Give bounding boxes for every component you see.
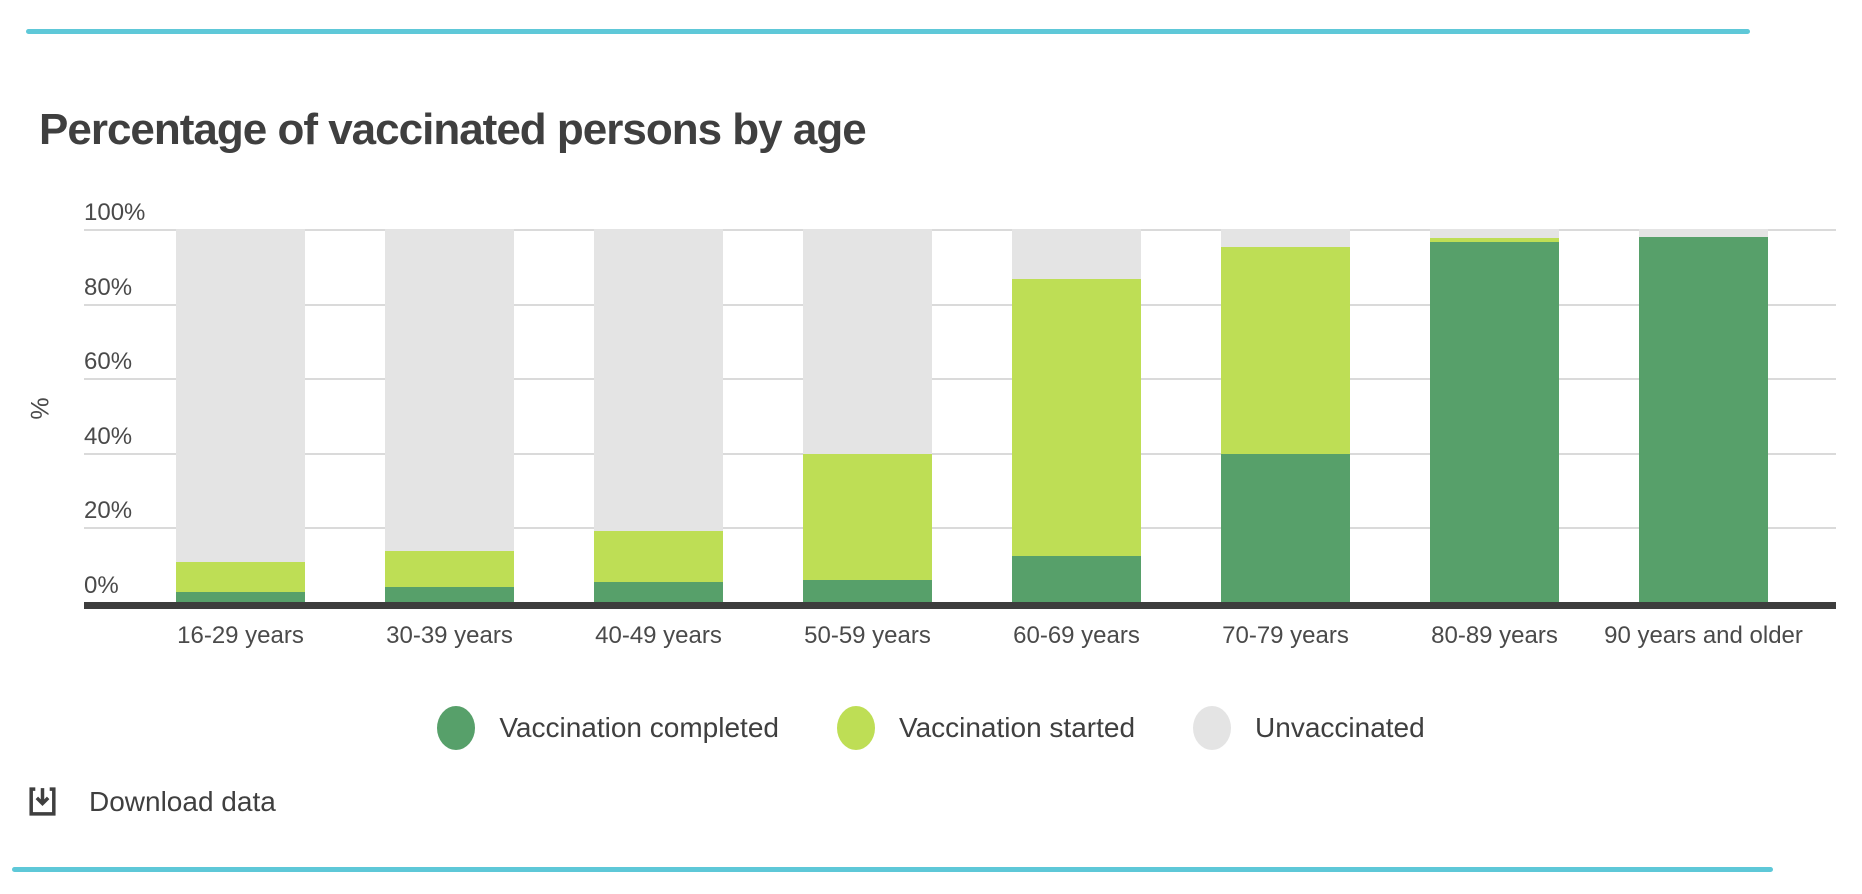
top-accent-rule [26,29,1750,34]
legend-label: Vaccination completed [499,712,779,743]
bar-segment-vaccination-completed[interactable] [594,582,723,602]
bar-80-89-years [1430,229,1559,602]
legend-item-vaccination-started[interactable]: Vaccination started [836,706,1136,750]
y-tick-label: 60% [84,348,133,376]
bar-30-39-years [385,229,514,602]
gridline-60 [84,378,1836,381]
bar-segment-unvaccinated[interactable] [594,229,723,532]
legend-item-vaccination-completed[interactable]: Vaccination completed [437,706,779,750]
y-tick-label: 100% [84,199,146,226]
legend-item-unvaccinated[interactable]: Unvaccinated [1193,706,1425,750]
completed-swatch-icon [437,706,476,750]
chart-legend: Vaccination completed Vaccination starte… [0,706,1862,750]
x-tick-label: 50-59 years [804,622,931,649]
x-tick-label: 40-49 years [595,622,722,649]
gridline-100 [84,229,1836,231]
x-tick-label: 90 years and older [1604,622,1803,649]
gridline-40 [84,452,1836,455]
y-tick-label: 20% [84,497,133,525]
bar-16-29-years [176,229,305,602]
x-tick-label: 16-29 years [177,622,304,649]
bar-segment-vaccination-started[interactable] [1012,279,1141,556]
y-tick-label: 80% [84,273,133,301]
bar-segment-vaccination-completed[interactable] [1639,237,1768,602]
bottom-accent-rule [12,867,1773,872]
bar-segment-unvaccinated[interactable] [1221,229,1350,247]
bar-segment-vaccination-completed[interactable] [385,587,514,602]
bar-segment-vaccination-started[interactable] [176,562,305,592]
bar-segment-unvaccinated[interactable] [176,229,305,563]
bar-90-years-and-older [1639,229,1768,602]
bar-segment-unvaccinated[interactable] [803,229,932,454]
bar-segment-vaccination-completed[interactable] [803,580,932,602]
x-tick-label: 30-39 years [386,622,513,649]
x-tick-label: 80-89 years [1431,622,1558,649]
chart-title: Percentage of vaccinated persons by age [39,105,867,155]
y-tick-label: 40% [84,422,133,450]
gridline-80 [84,303,1836,306]
bar-segment-unvaccinated[interactable] [1012,229,1141,280]
bar-70-79-years [1221,229,1350,602]
x-axis-line [84,602,1836,609]
download-icon [29,787,56,816]
x-tick-label: 60-69 years [1013,622,1140,649]
y-axis-title: % [26,397,55,420]
bar-40-49-years [594,229,723,602]
unvaccinated-swatch-icon [1193,706,1232,750]
bar-segment-vaccination-completed[interactable] [176,591,305,602]
legend-label: Vaccination started [898,712,1136,743]
x-tick-label: 70-79 years [1222,622,1349,649]
bar-segment-unvaccinated[interactable] [1639,229,1768,238]
bar-segment-vaccination-started[interactable] [1430,237,1559,243]
bar-segment-vaccination-started[interactable] [385,551,514,588]
bar-segment-vaccination-completed[interactable] [1430,242,1559,602]
legend-label: Unvaccinated [1255,712,1425,743]
bar-segment-unvaccinated[interactable] [1430,229,1559,238]
bar-segment-unvaccinated[interactable] [385,229,514,552]
bar-segment-vaccination-started[interactable] [1221,246,1350,455]
download-data-button[interactable]: Download data [24,783,276,820]
bar-segment-vaccination-started[interactable] [803,453,932,580]
started-swatch-icon [836,706,875,750]
bar-segment-vaccination-completed[interactable] [1012,555,1141,602]
bar-segment-vaccination-started[interactable] [594,531,723,583]
gridline-20 [84,527,1836,530]
download-label: Download data [89,785,276,817]
bar-segment-vaccination-completed[interactable] [1221,454,1350,602]
y-tick-label: 0% [84,572,119,599]
bar-50-59-years [803,229,932,602]
bar-60-69-years [1012,229,1141,602]
